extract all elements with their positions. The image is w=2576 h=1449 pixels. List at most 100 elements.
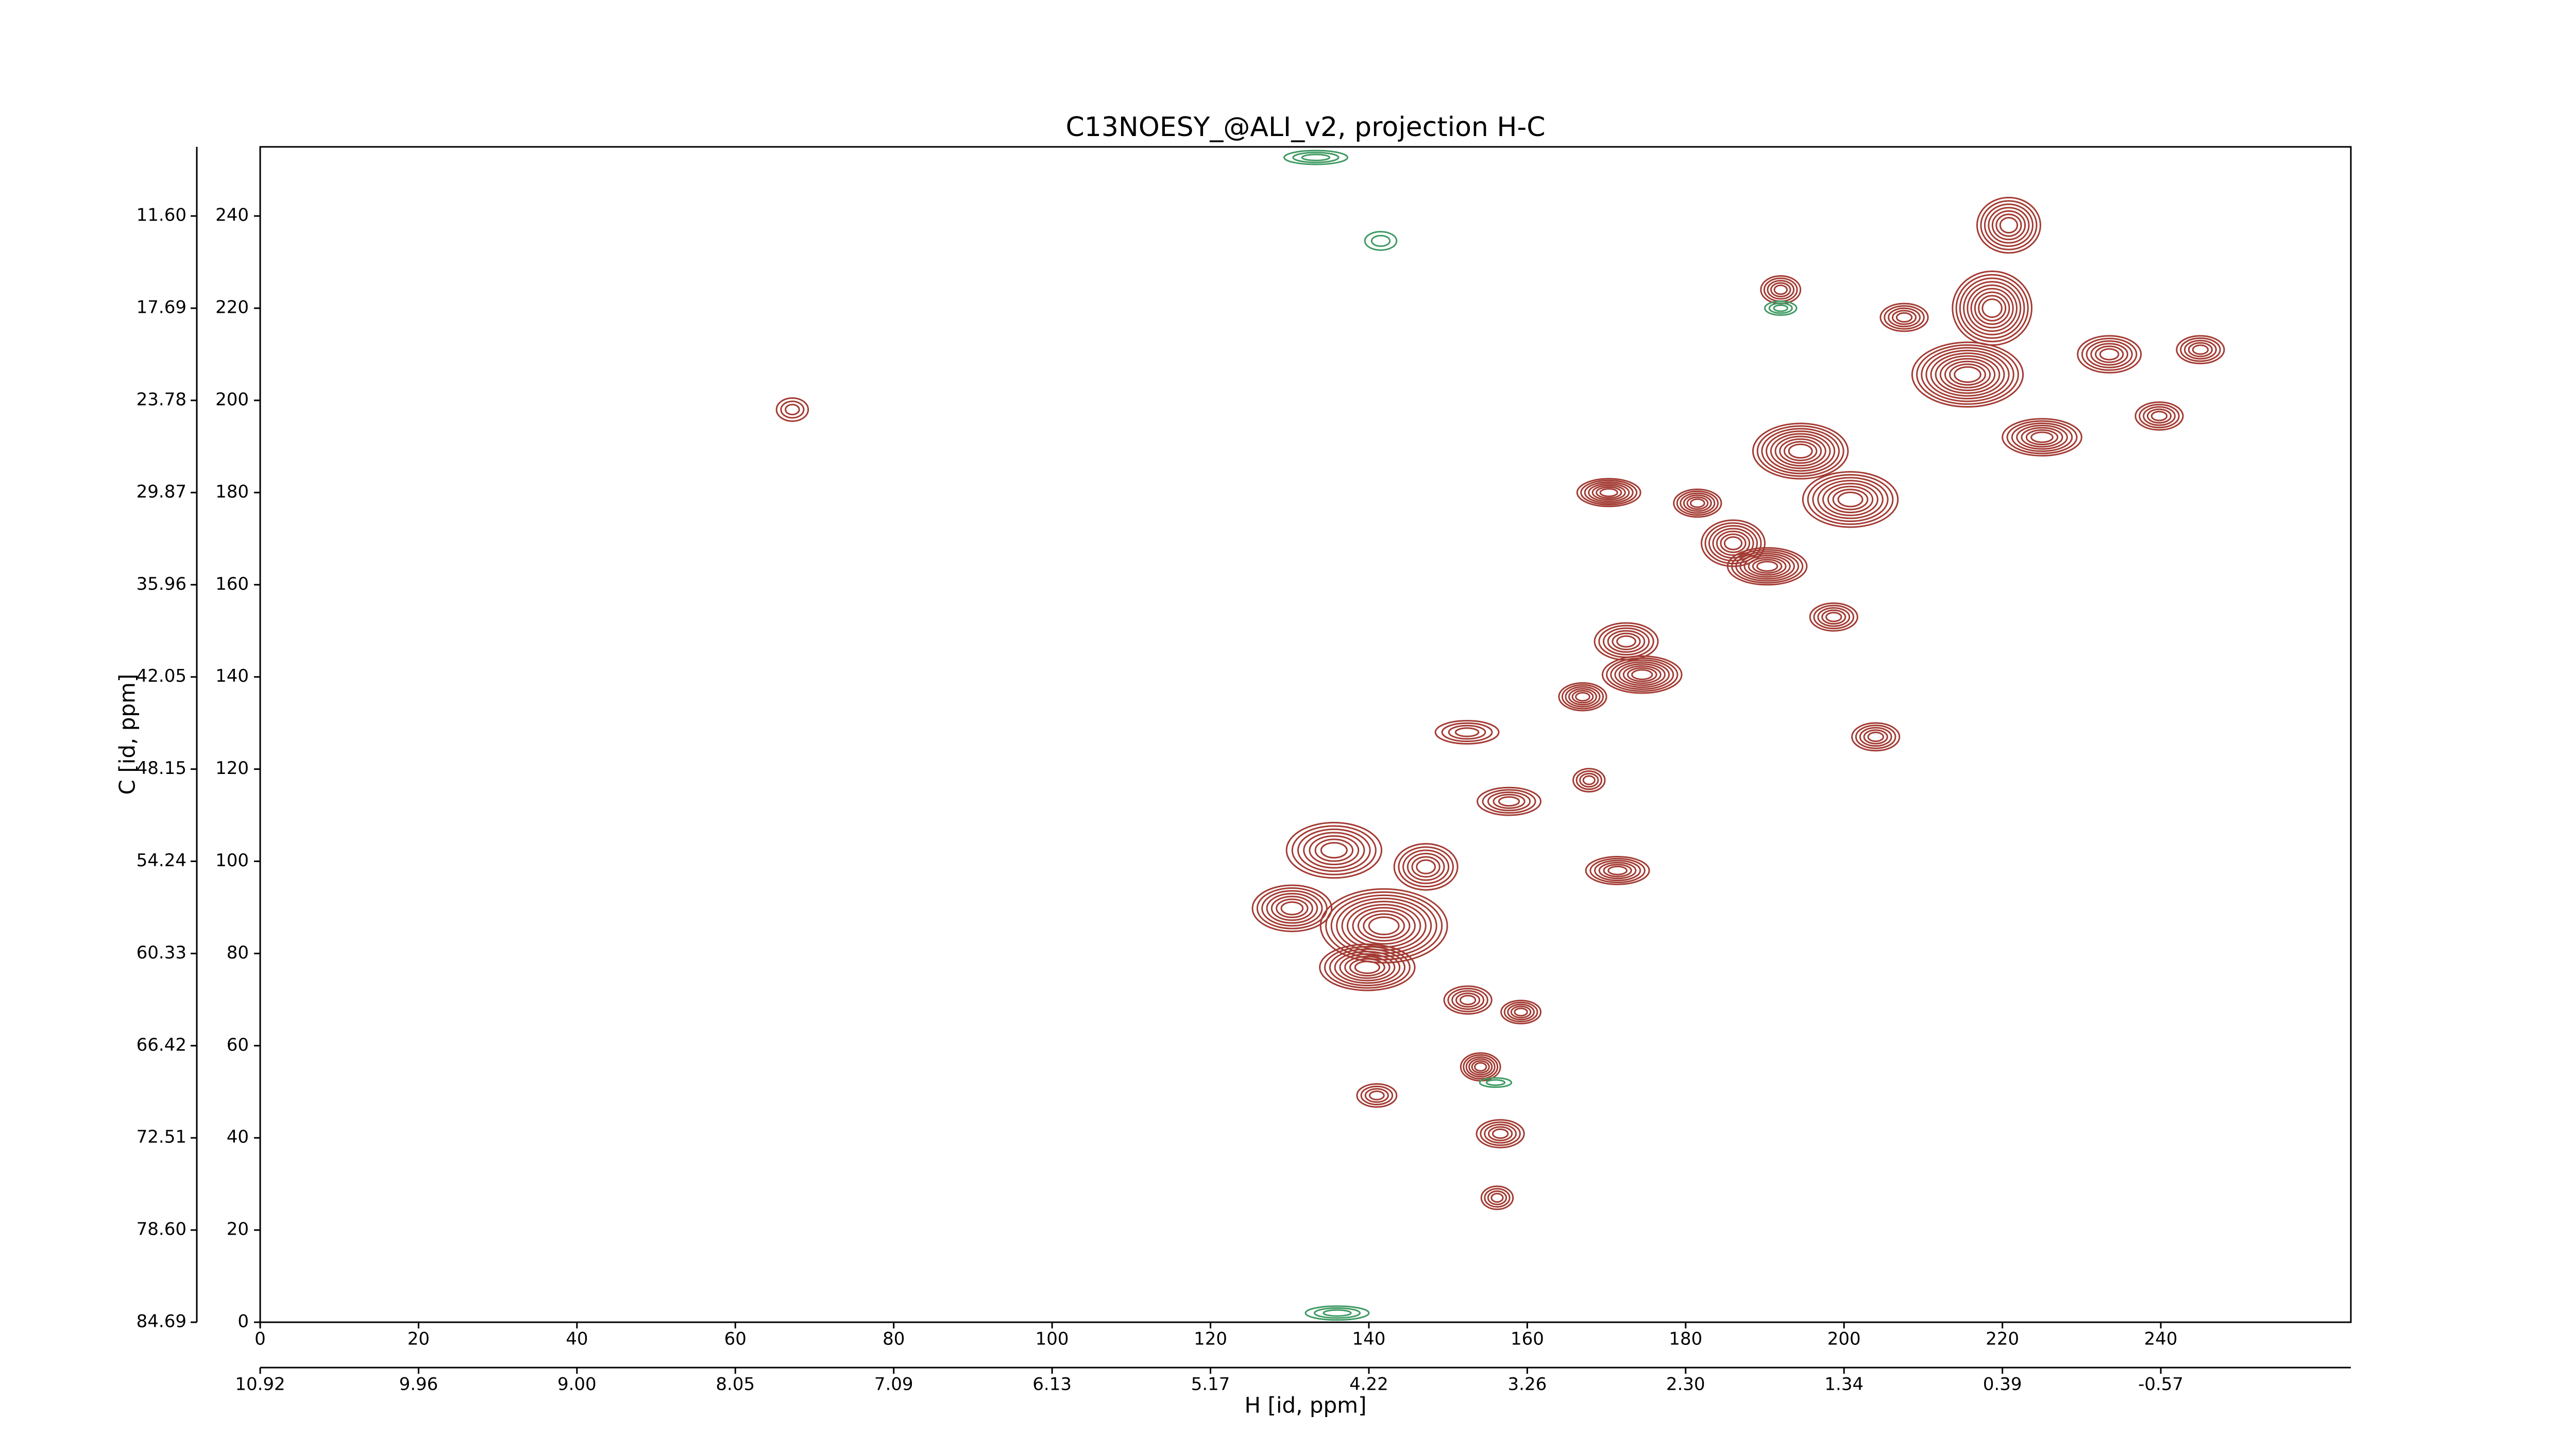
contour-ring — [1329, 948, 1406, 986]
contour-ring — [2099, 348, 2120, 361]
contour-ring — [1967, 284, 2018, 332]
peak-contour — [1558, 682, 1607, 712]
contour-ring — [1492, 1128, 1509, 1139]
contour-ring — [1974, 291, 2010, 325]
contour-ring — [1622, 665, 1662, 684]
contour-ring — [1832, 488, 1869, 511]
contour-ring — [2146, 408, 2172, 424]
contour-ring — [1807, 474, 1894, 525]
peak-contour — [1752, 423, 1849, 480]
peak-contour — [1911, 341, 2024, 408]
peak — [1576, 478, 1641, 508]
x-tick-label: 120 — [1194, 1329, 1227, 1350]
peak — [2134, 401, 2184, 431]
y2-tick-label: 11.60 — [137, 205, 187, 226]
peak — [1594, 622, 1659, 661]
contour-ring — [1712, 528, 1754, 559]
contour-ring — [1773, 304, 1789, 312]
peak-contour — [1479, 1077, 1513, 1088]
contour-ring — [1402, 849, 1450, 884]
contour-ring — [1704, 522, 1762, 565]
peak-contour — [1701, 519, 1766, 567]
contour-ring — [1773, 284, 1788, 295]
contour-ring — [1594, 860, 1641, 882]
contour-ring — [1607, 630, 1646, 653]
contour-ring — [1598, 625, 1654, 659]
peak — [1460, 1052, 1501, 1082]
contour-ring — [1493, 794, 1526, 809]
contour-ring — [1485, 1079, 1506, 1086]
y-tick-label: 60 — [227, 1035, 249, 1055]
peak — [1809, 602, 1858, 632]
peak-contour — [1319, 943, 1416, 991]
peak — [2002, 418, 2082, 457]
contour-ring — [1716, 530, 1751, 556]
contour-ring — [1970, 288, 2014, 329]
contour-ring — [1354, 961, 1381, 974]
contours — [775, 149, 2225, 1321]
contour-ring — [1303, 832, 1365, 869]
contour-ring — [1468, 1058, 1493, 1076]
peak — [1251, 884, 1333, 932]
peak — [1443, 985, 1493, 1015]
peak — [1879, 302, 1929, 332]
contour-ring — [1954, 366, 1981, 383]
contour-ring — [1770, 282, 1791, 297]
contour-ring — [1766, 430, 1836, 472]
contour-ring — [1817, 480, 1884, 519]
contour-ring — [1891, 310, 1917, 325]
peak — [775, 397, 809, 422]
contour-ring — [1763, 277, 1798, 302]
x-tick-label: 240 — [2144, 1329, 2178, 1350]
contour-ring — [1767, 280, 1795, 300]
contour-ring — [1813, 604, 1855, 630]
contour-ring — [1827, 485, 1874, 513]
contour-ring — [1596, 486, 1622, 499]
plot-area — [259, 146, 2352, 1323]
contour-ring — [1398, 846, 1454, 888]
contour-ring — [1471, 1060, 1490, 1074]
peak-contour — [2176, 335, 2225, 364]
contour-ring — [1454, 727, 1480, 737]
y-axis-label: C [id, ppm] — [115, 674, 140, 795]
peak-contour — [1304, 1305, 1370, 1321]
peak-contour — [1851, 722, 1901, 752]
contour-ring — [1603, 864, 1632, 878]
contour-ring — [1314, 838, 1354, 862]
contour-ring — [1575, 692, 1590, 702]
contour-ring — [1720, 533, 1747, 553]
x-tick-label: 100 — [1036, 1329, 1069, 1350]
contour-ring — [1756, 425, 1844, 477]
contour-ring — [1925, 349, 2010, 400]
contour-ring — [1995, 213, 2022, 237]
contour-ring — [1571, 690, 1594, 704]
y-tick-label: 40 — [227, 1127, 249, 1148]
contour-ring — [1921, 347, 2014, 402]
peak — [1480, 1185, 1514, 1210]
contour-ring — [2086, 340, 2133, 368]
x2-tick-label: 4.22 — [1349, 1374, 1388, 1395]
contour-ring — [1949, 363, 1986, 386]
contour-ring — [1770, 433, 1831, 469]
contour-ring — [1503, 1001, 1538, 1023]
contour-ring — [1579, 772, 1599, 788]
peak — [1764, 300, 1798, 316]
contour-ring — [1859, 727, 1892, 747]
contour-ring — [1991, 210, 2026, 241]
contour-ring — [2143, 406, 2176, 426]
y-tick-label: 140 — [215, 666, 249, 686]
contour-ring — [1589, 857, 1646, 883]
contour-ring — [1568, 688, 1598, 706]
contour-ring — [1916, 344, 2019, 405]
y-tick-label: 220 — [215, 297, 249, 318]
contour-ring — [1606, 657, 1679, 692]
contour-ring — [1779, 438, 1822, 464]
contour-ring — [1364, 1088, 1389, 1103]
contour-ring — [1487, 791, 1531, 812]
x-tick-label: 40 — [566, 1329, 588, 1350]
contour-ring — [1614, 661, 1670, 688]
x2-tick-label: 6.13 — [1032, 1374, 1072, 1395]
contour-ring — [1731, 549, 1804, 584]
contour-ring — [1888, 307, 1921, 328]
contour-ring — [1465, 1056, 1496, 1078]
